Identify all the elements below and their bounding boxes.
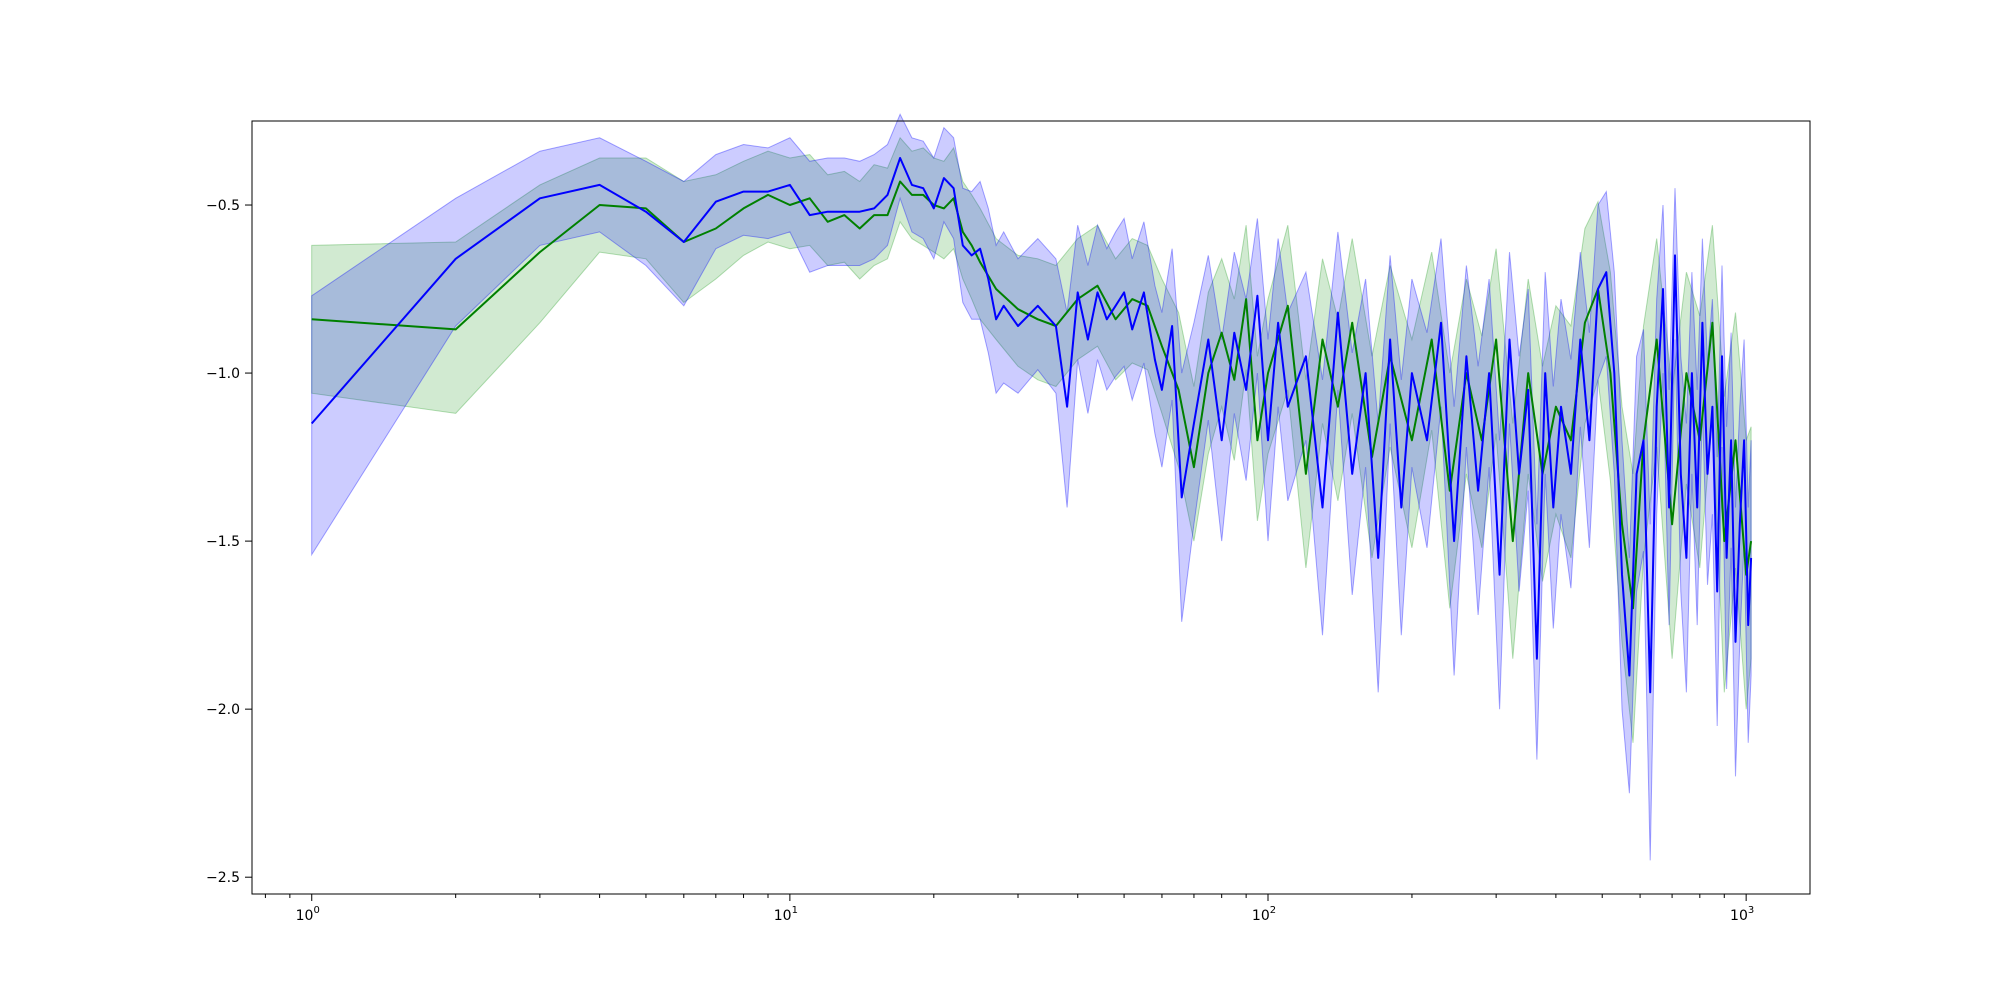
y-tick-label: −1.5 [206,534,240,550]
x-tick-label-exponent: 0 [313,905,319,916]
y-tick-label: −2.5 [206,870,240,886]
x-tick-label-exponent: 3 [1748,905,1754,916]
series-2-line [310,157,1753,694]
x-tick-label-exponent: 2 [1270,905,1276,916]
confidence-bands [311,113,1752,861]
series-lines [310,157,1753,694]
y-tick-label: −0.5 [206,198,240,214]
plot-area-frame [251,120,1811,895]
series-1-line [311,180,1753,610]
series-1-band [311,136,1752,743]
x-tick-label-exponent: 1 [792,905,798,916]
series-2-band [311,113,1752,861]
y-tick-label: −2.0 [206,702,240,718]
y-axis: −0.5 −1.0 −1.5 −2.0 −2.5 [206,198,252,886]
y-tick-label: −1.0 [206,366,240,382]
